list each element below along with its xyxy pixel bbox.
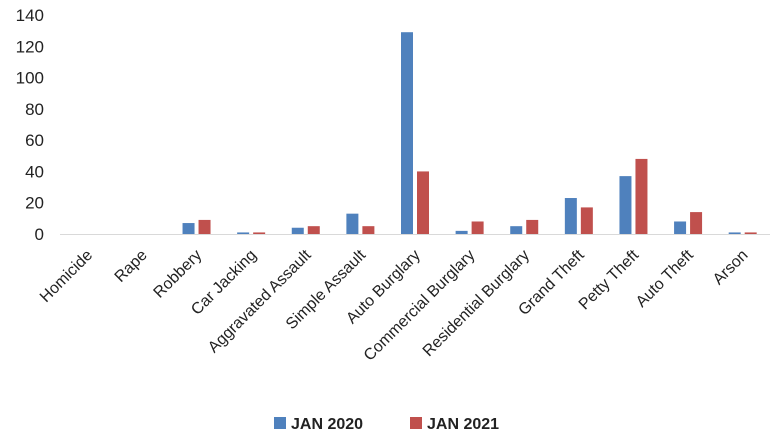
bar-jan-2021 [307, 226, 320, 234]
x-category-label: Petty Theft [576, 246, 643, 313]
legend: JAN 2020 JAN 2021 [274, 416, 499, 433]
bar-jan-2020 [182, 223, 195, 234]
x-category-label: Homicide [37, 247, 96, 306]
bar-jan-2021 [690, 212, 703, 234]
legend-label: JAN 2020 [291, 416, 363, 433]
bar-jan-2020 [619, 176, 632, 234]
bar-jan-2021 [198, 219, 211, 234]
bar-jan-2021 [362, 226, 375, 234]
x-category-label: Aggravated Assault [205, 246, 315, 356]
x-category-label: Robbery [151, 247, 206, 302]
bar-jan-2020 [564, 198, 577, 234]
bar-jan-2020 [346, 213, 359, 234]
y-tick-label: 40 [25, 162, 44, 181]
bar-jan-2020 [728, 232, 741, 234]
bar-jan-2021 [526, 219, 539, 234]
bar-jan-2020 [510, 226, 523, 234]
y-tick-label: 140 [16, 6, 44, 25]
legend-label: JAN 2021 [427, 416, 499, 433]
x-category-label: Rape [112, 247, 151, 286]
bar-jan-2020 [237, 232, 250, 234]
legend-swatch [410, 417, 422, 429]
y-tick-label: 80 [25, 100, 44, 119]
x-category-label: Residential Burglary [420, 247, 533, 360]
bar-jan-2020 [291, 227, 304, 234]
bar-jan-2021 [635, 158, 648, 234]
y-tick-label: 60 [25, 131, 44, 150]
bar-jan-2021 [471, 221, 484, 234]
y-tick-label: 0 [35, 225, 44, 244]
bar-jan-2021 [580, 207, 593, 234]
bar-jan-2020 [674, 221, 687, 234]
y-tick-label: 100 [16, 69, 44, 88]
y-tick-label: 20 [25, 194, 44, 213]
bars [182, 32, 757, 235]
x-category-label: Auto Theft [633, 246, 697, 310]
legend-swatch [274, 417, 286, 429]
bar-jan-2021 [744, 232, 757, 234]
bar-jan-2021 [417, 171, 429, 234]
bar-jan-2021 [253, 232, 266, 234]
x-category-label: Arson [710, 247, 752, 289]
x-category-label: Commercial Burglary [361, 247, 479, 365]
bar-jan-2020 [455, 230, 468, 234]
y-tick-label: 120 [16, 37, 44, 56]
bar-jan-2020 [401, 32, 413, 235]
y-axis: 0 20 40 60 80 100 120 140 [16, 6, 44, 244]
